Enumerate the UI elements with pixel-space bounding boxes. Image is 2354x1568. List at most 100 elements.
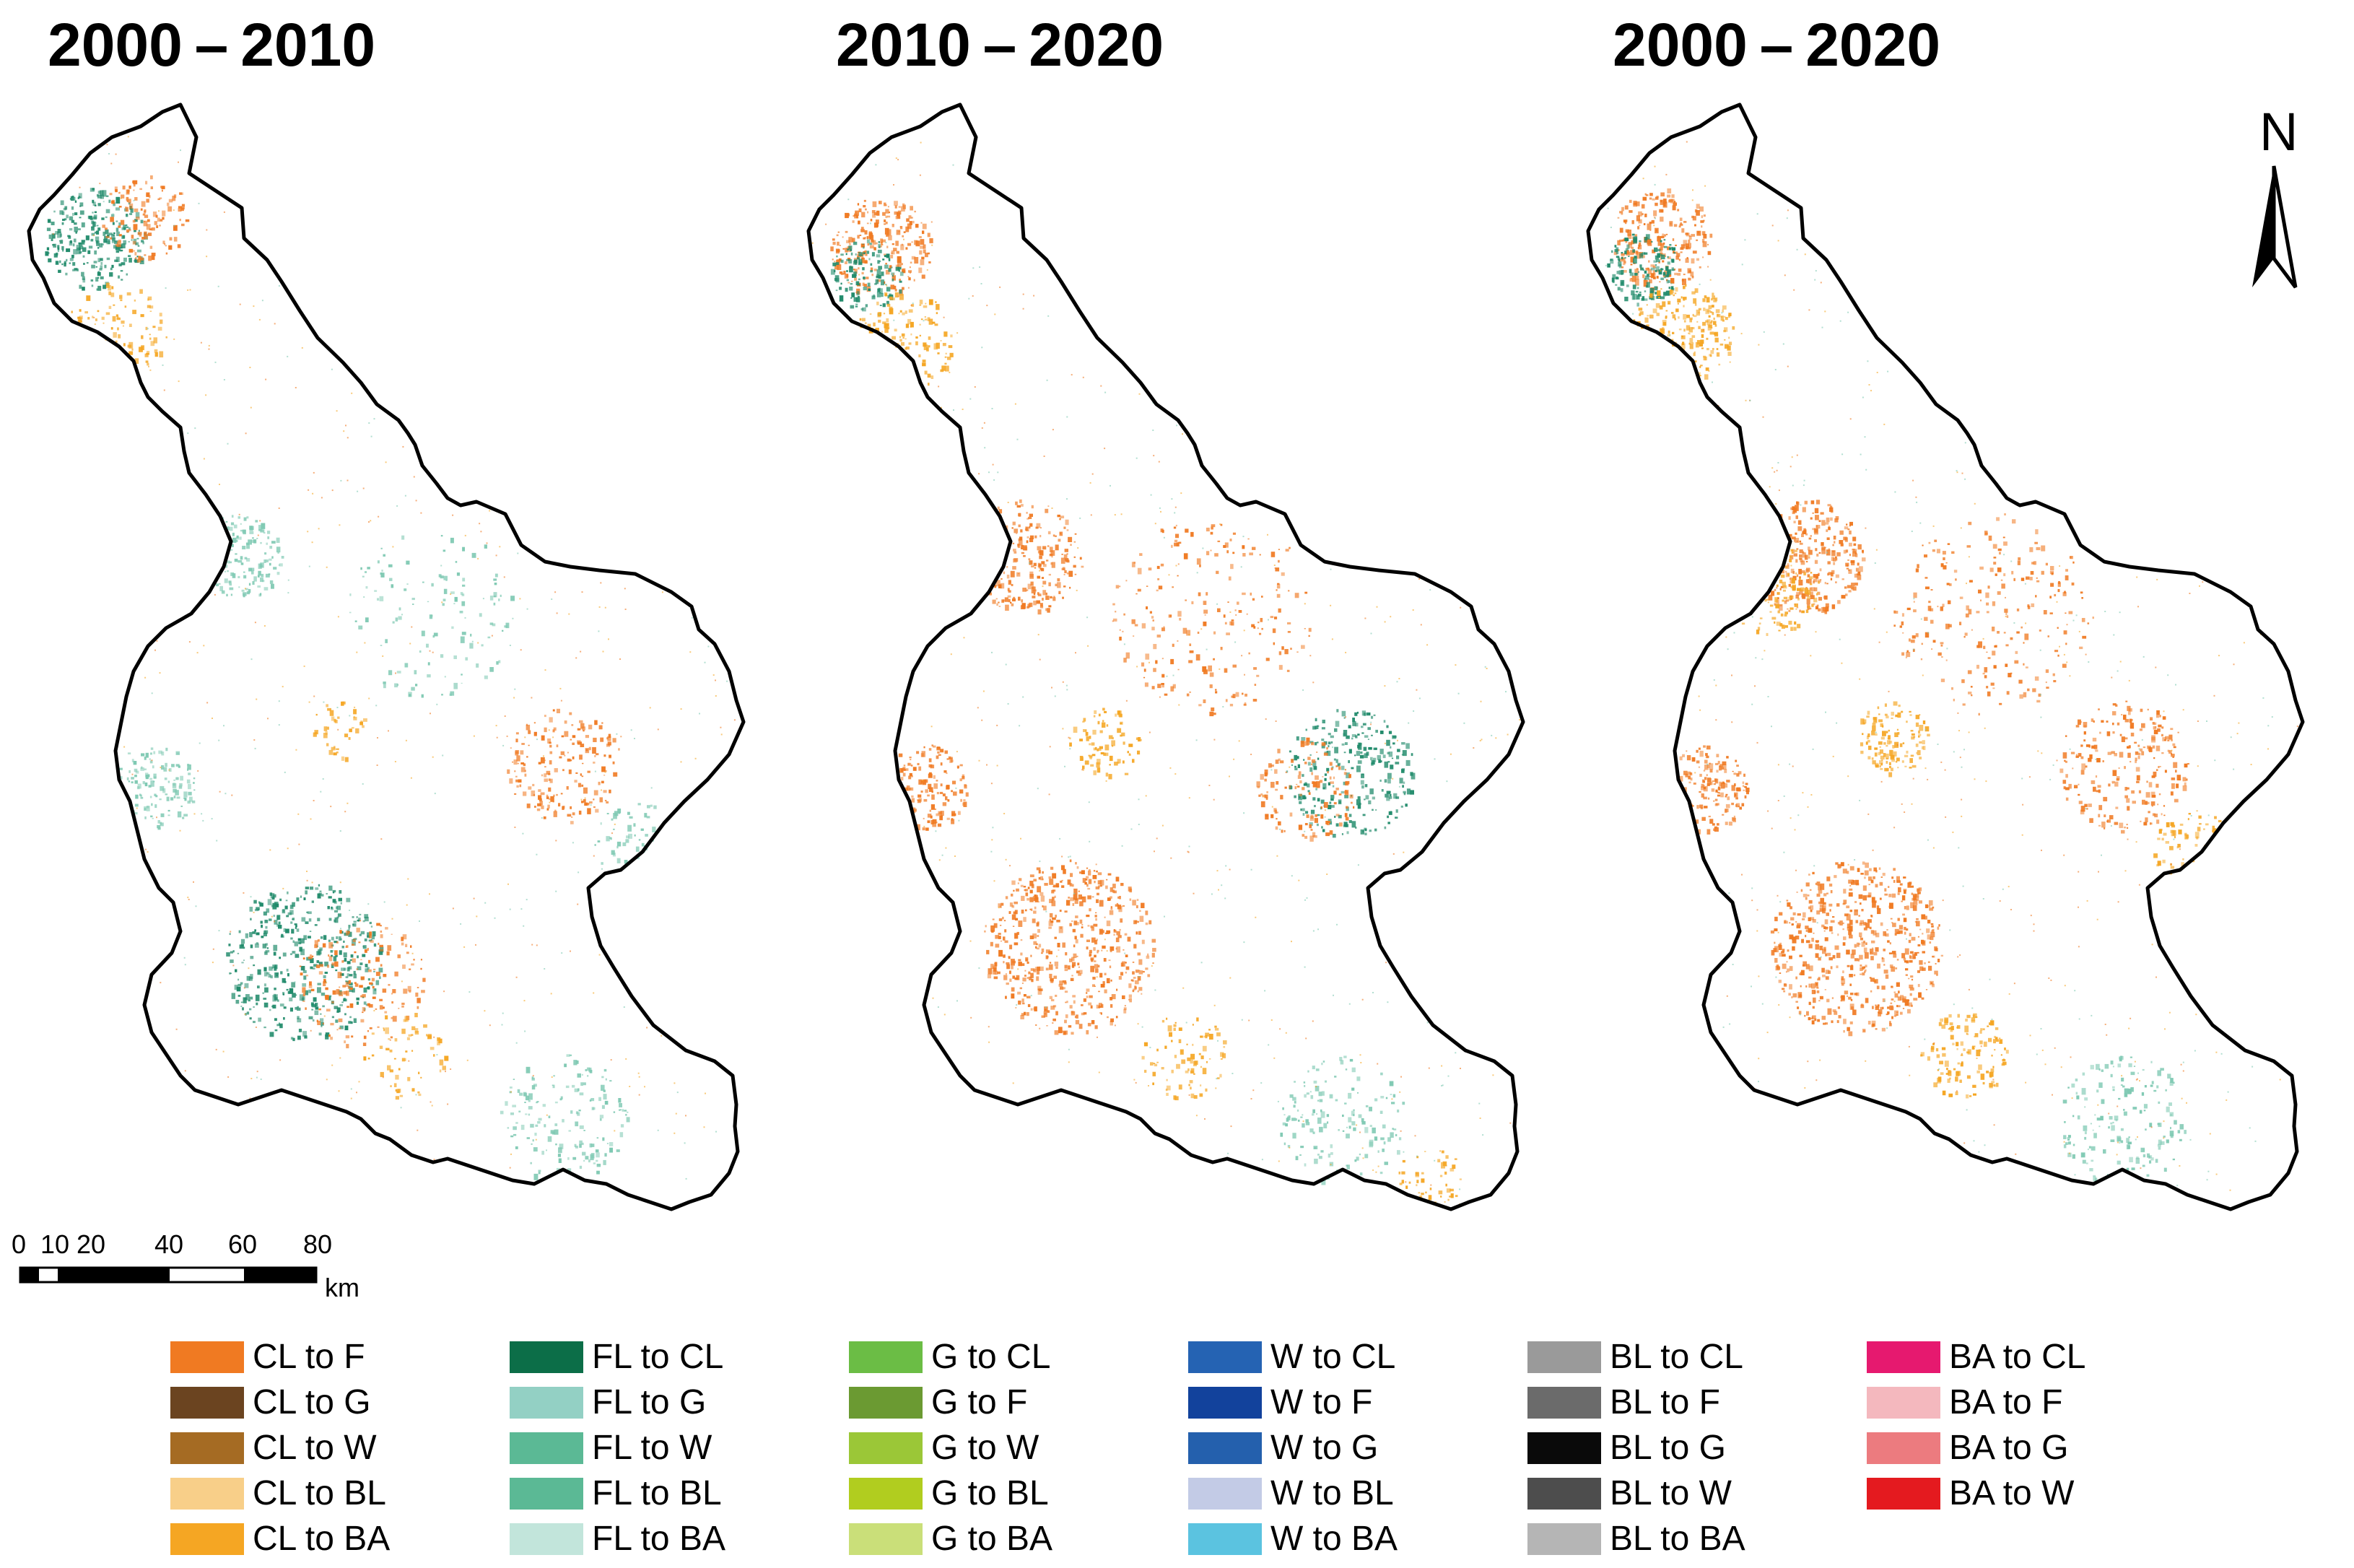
change-pixel	[476, 915, 478, 918]
change-pixel	[344, 1025, 349, 1031]
change-pixel	[1361, 726, 1364, 728]
change-pixel	[1045, 910, 1047, 913]
change-pixel	[919, 323, 921, 326]
change-pixel	[1330, 568, 1332, 570]
change-pixel	[1278, 608, 1281, 613]
change-pixel	[871, 239, 874, 243]
change-pixel	[577, 871, 580, 874]
change-pixel	[131, 235, 134, 239]
change-pixel	[1103, 752, 1106, 756]
change-pixel	[1302, 689, 1304, 691]
change-pixel	[1000, 925, 1002, 926]
change-pixel	[1398, 1137, 1402, 1141]
change-pixel	[536, 944, 538, 946]
change-pixel	[1213, 798, 1215, 801]
change-pixel	[936, 822, 938, 823]
change-pixel	[1328, 819, 1332, 822]
change-pixel	[235, 536, 240, 540]
change-pixel	[327, 906, 330, 910]
change-pixel	[148, 365, 149, 367]
change-pixel	[1345, 816, 1349, 821]
change-pixel	[1156, 635, 1161, 638]
change-pixel	[1174, 542, 1177, 546]
change-pixel	[1204, 614, 1206, 616]
change-pixel	[411, 1088, 415, 1092]
change-pixel	[1081, 565, 1084, 568]
change-pixel	[609, 789, 611, 793]
change-pixel	[873, 322, 876, 327]
change-pixel	[1330, 1144, 1333, 1149]
change-pixel	[1307, 790, 1310, 793]
change-pixel	[498, 598, 500, 601]
change-pixel	[886, 287, 891, 292]
change-pixel	[188, 783, 191, 790]
change-pixel	[460, 636, 465, 643]
change-pixel	[866, 251, 870, 254]
change-pixel	[870, 270, 873, 273]
change-pixel	[1161, 658, 1164, 660]
change-pixel	[271, 897, 275, 900]
change-pixel	[248, 539, 252, 545]
change-pixel	[978, 473, 980, 475]
change-pixel	[553, 811, 557, 817]
change-pixel	[993, 880, 995, 882]
change-pixel	[594, 754, 596, 757]
change-pixel	[276, 923, 281, 927]
change-pixel	[515, 779, 519, 783]
change-pixel	[1346, 1133, 1350, 1138]
change-pixel	[1248, 652, 1250, 655]
change-pixel	[952, 780, 956, 785]
change-pixel	[131, 759, 134, 762]
change-pixel	[564, 720, 567, 724]
change-pixel	[1143, 668, 1146, 672]
change-pixel	[881, 331, 884, 333]
change-pixel	[398, 607, 401, 611]
change-pixel	[83, 263, 85, 265]
change-pixel	[150, 175, 153, 180]
change-pixel	[260, 562, 264, 568]
change-pixel	[1120, 513, 1122, 515]
change-pixel	[309, 887, 314, 890]
change-pixel	[1271, 806, 1273, 808]
change-pixel	[1392, 742, 1395, 745]
change-pixel	[931, 321, 936, 324]
change-pixel	[313, 471, 315, 474]
change-pixel	[1156, 837, 1158, 840]
change-pixel	[1473, 747, 1475, 749]
change-pixel	[1171, 544, 1173, 548]
change-pixel	[1399, 1091, 1401, 1093]
change-pixel	[1068, 965, 1071, 970]
change-pixel	[548, 778, 551, 781]
change-pixel	[319, 890, 322, 892]
change-pixel	[194, 427, 196, 430]
change-pixel	[229, 526, 233, 531]
change-pixel	[507, 1127, 510, 1129]
change-pixel	[990, 850, 993, 853]
change-pixel	[881, 244, 884, 245]
change-pixel	[1138, 931, 1141, 935]
change-pixel	[612, 738, 616, 743]
change-pixel	[1294, 786, 1297, 790]
change-pixel	[118, 234, 122, 237]
change-pixel	[363, 1001, 367, 1005]
change-pixel	[886, 253, 890, 258]
change-pixel	[609, 1147, 613, 1153]
change-pixel	[69, 258, 74, 261]
change-pixel	[1073, 565, 1076, 568]
change-pixel	[1151, 938, 1156, 943]
change-pixel	[918, 766, 922, 771]
change-pixel	[558, 803, 561, 807]
change-pixel	[1302, 1120, 1304, 1123]
change-pixel	[1104, 744, 1110, 751]
change-pixel	[1364, 1154, 1369, 1159]
change-pixel	[1147, 974, 1151, 977]
change-pixel	[336, 752, 339, 754]
change-pixel	[353, 709, 357, 715]
change-pixel	[273, 915, 276, 918]
change-pixel	[1339, 1057, 1343, 1061]
change-pixel	[522, 832, 524, 835]
change-pixel	[1232, 552, 1235, 554]
change-pixel	[278, 921, 281, 925]
change-pixel	[187, 432, 189, 435]
change-pixel	[962, 776, 965, 780]
